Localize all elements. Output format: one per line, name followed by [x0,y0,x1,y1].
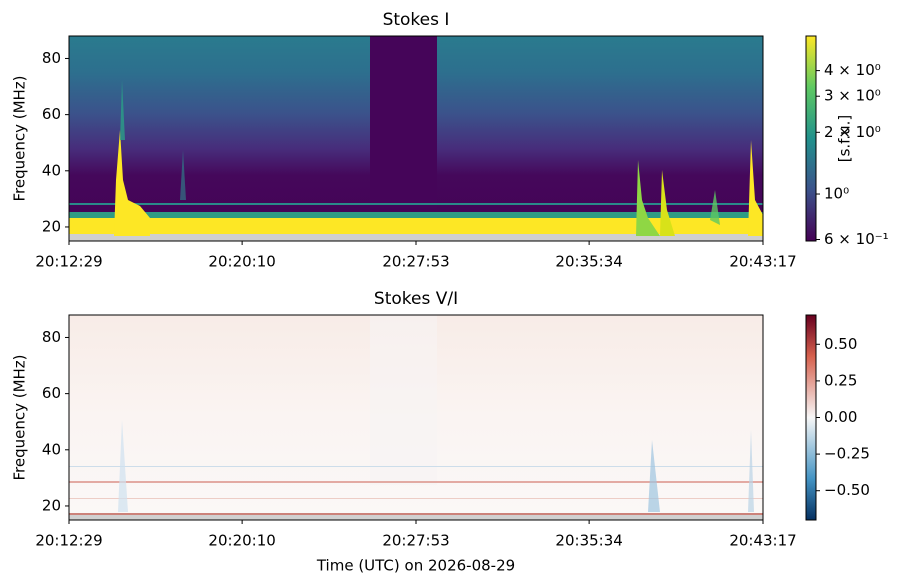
y-tick-label: 60 [42,384,61,402]
y-tick-label: 60 [42,105,61,123]
y-tick-label: 20 [42,217,61,235]
spectrogram-image [69,315,763,520]
y-axis-label: Frequency (MHz) [11,75,29,201]
y-tick-label: 80 [42,49,61,67]
chart-title: Stokes I [383,10,450,30]
x-tick-label: 20:27:53 [382,532,449,550]
x-tick-label: 20:20:10 [208,532,275,550]
colorbar-tick-label: 6 × 10⁻¹ [824,230,889,248]
y-tick-label: 80 [42,328,61,346]
colorbar-tick-label: −0.50 [824,481,870,499]
x-tick-label: 20:20:10 [208,253,275,271]
colorbar-label: [s.f.u.] [836,115,854,163]
colorbar-tick-label: 0.50 [824,335,857,353]
y-tick-label: 40 [42,161,61,179]
x-tick-label: 20:35:34 [555,532,622,550]
colorbar [806,36,816,241]
x-tick-label: 20:12:29 [35,532,102,550]
chart-title: Stokes V/I [374,289,458,309]
colorbar-frame [805,35,817,242]
spectrogram-image [69,36,763,241]
y-axis-label: Frequency (MHz) [11,354,29,480]
x-axis-label: Time (UTC) on 2026-08-29 [316,557,515,575]
colorbar-tick-label: 0.25 [824,371,857,389]
x-tick-label: 20:43:17 [729,253,796,271]
x-tick-label: 20:12:29 [35,253,102,271]
colorbar-tick-label: −0.25 [824,445,870,463]
colorbar-tick-label: 4 × 10⁰ [824,61,881,79]
x-tick-label: 20:27:53 [382,253,449,271]
x-tick-label: 20:43:17 [729,532,796,550]
colorbar-tick-label: 3 × 10⁰ [824,87,881,105]
colorbar-tick-label: 2 × 10⁰ [824,123,881,141]
colorbar [806,315,816,520]
colorbar-tick-label: 10⁰ [824,185,849,203]
y-tick-label: 20 [42,496,61,514]
x-tick-label: 20:35:34 [555,253,622,271]
y-tick-label: 40 [42,440,61,458]
colorbar-tick-label: 0.00 [824,408,857,426]
